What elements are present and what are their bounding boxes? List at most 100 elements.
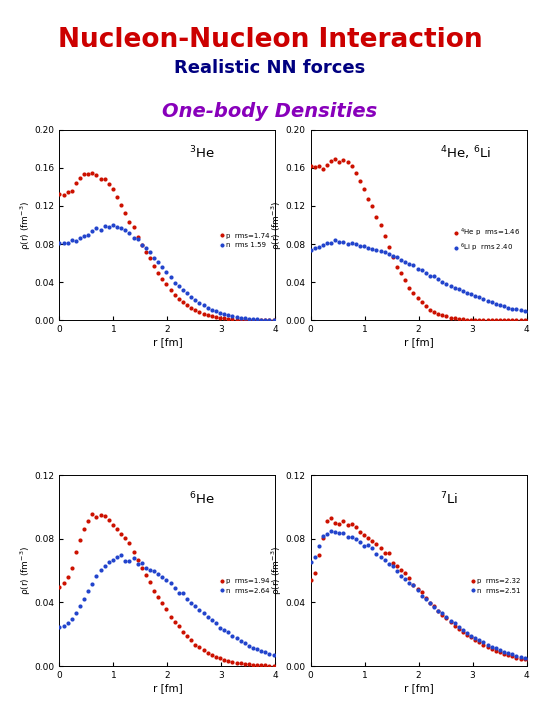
Point — [446, 616, 455, 628]
Point — [59, 237, 68, 248]
Point — [224, 313, 233, 325]
Point — [380, 247, 389, 258]
Point — [384, 248, 393, 260]
Point — [191, 294, 200, 305]
Point — [195, 604, 204, 616]
Point — [150, 261, 158, 272]
Point — [141, 243, 150, 254]
Point — [310, 161, 319, 173]
Point — [339, 154, 348, 166]
Point — [343, 531, 352, 542]
Point — [368, 535, 376, 546]
Point — [360, 183, 368, 194]
Point — [450, 312, 459, 324]
Point — [364, 193, 373, 204]
Point — [310, 551, 319, 562]
Point — [376, 220, 385, 231]
Point — [179, 626, 187, 638]
Point — [500, 648, 508, 660]
Point — [343, 238, 352, 250]
Point — [253, 660, 261, 671]
Point — [360, 540, 368, 552]
Point — [512, 650, 521, 662]
Point — [397, 254, 406, 266]
Point — [405, 572, 414, 584]
Text: Nucleon-Nucleon Interaction: Nucleon-Nucleon Interaction — [58, 27, 482, 53]
Point — [417, 586, 426, 598]
Point — [331, 235, 340, 246]
Point — [220, 312, 228, 324]
Point — [141, 246, 150, 258]
Point — [154, 268, 163, 279]
Point — [179, 296, 187, 307]
Point — [500, 646, 508, 657]
Point — [162, 575, 171, 586]
Text: One-body Densities: One-body Densities — [163, 102, 377, 121]
Point — [310, 243, 319, 254]
Point — [306, 161, 315, 172]
Point — [269, 660, 278, 672]
Point — [158, 597, 167, 608]
Point — [174, 621, 183, 632]
Point — [207, 304, 216, 315]
Point — [438, 310, 447, 321]
Point — [475, 634, 484, 646]
Legend: p  rms=1.74, n  rms 1.59: p rms=1.74, n rms 1.59 — [217, 230, 272, 251]
Point — [491, 315, 500, 326]
Point — [248, 315, 257, 326]
Point — [524, 306, 533, 318]
X-axis label: r [fm]: r [fm] — [152, 683, 183, 693]
Point — [467, 314, 475, 325]
Point — [261, 315, 269, 326]
Point — [426, 597, 434, 608]
Point — [125, 228, 134, 239]
Point — [516, 651, 525, 662]
Point — [380, 547, 389, 559]
Point — [393, 261, 401, 273]
Point — [446, 616, 455, 627]
Point — [463, 629, 471, 640]
Point — [215, 622, 224, 634]
Point — [113, 222, 122, 233]
X-axis label: r [fm]: r [fm] — [403, 683, 434, 693]
Point — [232, 311, 241, 323]
Point — [129, 546, 138, 558]
Point — [352, 168, 360, 179]
Point — [59, 577, 68, 589]
Point — [458, 313, 467, 325]
Point — [212, 311, 220, 323]
Point — [129, 221, 138, 233]
Point — [68, 562, 76, 574]
Point — [92, 570, 101, 581]
Point — [138, 557, 146, 569]
Point — [76, 233, 84, 244]
Point — [319, 532, 327, 544]
Point — [471, 634, 480, 646]
Point — [125, 538, 134, 549]
Point — [475, 315, 484, 326]
Point — [458, 624, 467, 636]
Point — [450, 620, 459, 631]
Point — [154, 591, 163, 603]
Point — [179, 284, 187, 295]
Point — [467, 631, 475, 643]
Point — [409, 259, 418, 271]
Point — [343, 156, 352, 168]
Point — [257, 314, 266, 325]
Point — [174, 280, 183, 292]
Point — [438, 276, 447, 287]
Point — [88, 508, 97, 520]
Point — [438, 609, 447, 621]
Point — [154, 568, 163, 580]
Point — [204, 310, 212, 321]
Point — [237, 312, 245, 323]
Point — [55, 621, 64, 632]
Point — [323, 528, 332, 539]
Point — [508, 315, 517, 326]
Point — [105, 556, 113, 567]
Point — [162, 266, 171, 278]
Point — [389, 561, 397, 572]
Point — [84, 585, 92, 597]
Point — [88, 579, 97, 590]
Point — [166, 611, 175, 623]
